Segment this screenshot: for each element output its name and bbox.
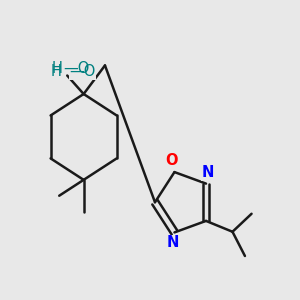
Text: N: N: [202, 165, 214, 180]
Text: H: H: [50, 64, 61, 79]
Text: —O: —O: [69, 64, 95, 79]
Text: —O: —O: [63, 61, 89, 76]
Text: N: N: [167, 236, 179, 250]
Text: O: O: [165, 153, 177, 168]
Text: H: H: [52, 61, 63, 76]
